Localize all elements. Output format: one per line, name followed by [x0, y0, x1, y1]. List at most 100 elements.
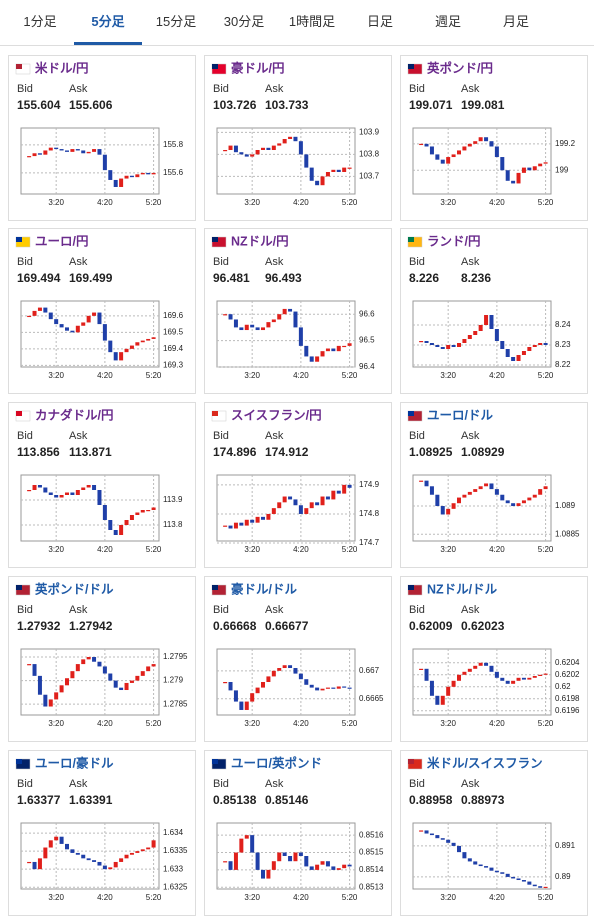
bid-value: 0.62009	[409, 619, 453, 633]
candle	[124, 175, 129, 179]
tab[interactable]: 1時間足	[288, 14, 336, 29]
candle	[27, 490, 32, 492]
candle	[102, 324, 107, 341]
candle	[233, 319, 238, 328]
rate-card[interactable]: 米ドル/スイスフラン Bid Ask 0.88958 0.88973 0.89 0.891 3…	[400, 750, 588, 916]
candle	[244, 701, 249, 710]
x-tick-label: 4:20	[97, 893, 113, 902]
y-tick-label: 1.089	[555, 501, 576, 510]
x-tick-label: 3:20	[440, 545, 456, 554]
candle	[228, 682, 233, 691]
candle	[325, 348, 330, 352]
candle	[467, 491, 472, 495]
ask-value: 0.85146	[265, 793, 309, 807]
candle	[140, 510, 145, 513]
pair-name: スイスフラン/円	[231, 408, 322, 422]
rate-card[interactable]: 豪ドル/ドル Bid Ask 0.66668 0.66677 0.6665 0.667 3:2…	[204, 576, 392, 742]
candle	[309, 356, 314, 362]
y-tick-label: 96.6	[359, 309, 375, 318]
candle	[32, 153, 37, 157]
candle	[266, 513, 271, 520]
candle	[228, 145, 233, 150]
candle	[59, 836, 64, 844]
bid-label: Bid	[17, 430, 33, 442]
rate-card[interactable]: 英ポンド/ドル Bid Ask 1.27932 1.27942 1.2785 1.279 1.…	[8, 576, 196, 742]
rate-card[interactable]: ランド/円 Bid Ask 8.226 8.236 8.22 8.23 8.24 3:20 4:2…	[400, 228, 588, 394]
flag-part	[16, 64, 22, 69]
ask-label: Ask	[265, 604, 284, 616]
candle	[271, 861, 276, 870]
x-tick-label: 5:20	[342, 719, 358, 728]
candle	[309, 167, 314, 181]
rate-card[interactable]: カナダドル/円 Bid Ask 113.856 113.871 113.8 113.9 3:2…	[8, 402, 196, 568]
candle	[320, 496, 325, 506]
candle	[309, 502, 314, 509]
y-tick-label: 8.23	[555, 340, 571, 349]
candle	[233, 852, 238, 870]
tab[interactable]: 5分足	[74, 0, 142, 45]
bid-label: Bid	[409, 604, 425, 616]
candle	[48, 492, 53, 495]
candle	[271, 508, 276, 514]
candle	[347, 343, 352, 346]
y-tick-label: 8.22	[555, 360, 571, 369]
candle	[108, 340, 113, 353]
candle	[347, 484, 352, 488]
rate-card[interactable]: ユーロ/英ポンド Bid Ask 0.85138 0.85146 0.8513 0.8514…	[204, 750, 392, 916]
candle	[298, 141, 303, 155]
y-tick-label: 0.6665	[359, 694, 384, 703]
tab[interactable]: 1分足	[23, 14, 57, 29]
candle	[27, 315, 32, 318]
candle	[102, 505, 107, 520]
rate-card[interactable]: NZドル/ドル Bid Ask 0.62009 0.62023 0.6196 0.6198 0…	[400, 576, 588, 742]
rate-card[interactable]: 豪ドル/円 Bid Ask 103.726 103.733 103.7 103.8 103.9…	[204, 55, 392, 221]
candle	[543, 343, 548, 345]
candle	[86, 315, 91, 323]
rate-card[interactable]: 米ドル/円 Bid Ask 155.604 155.606 155.6 155.8 3:20 4…	[8, 55, 196, 221]
y-tick-label: 103.7	[359, 172, 380, 181]
candle	[516, 503, 521, 507]
tab[interactable]: 月足	[502, 14, 529, 29]
pair-name: NZドル/ドル	[427, 582, 498, 596]
candle	[108, 170, 113, 180]
ask-label: Ask	[461, 778, 480, 790]
candle	[37, 485, 42, 488]
tab[interactable]: 15分足	[155, 14, 197, 29]
candle	[320, 176, 325, 186]
rate-card[interactable]: ユーロ/ドル Bid Ask 1.08925 1.08929 1.0885 1.089 3:2…	[400, 402, 588, 568]
rate-card[interactable]: 英ポンド/円 Bid Ask 199.071 199.081 199 199.2 3:20 4:…	[400, 55, 588, 221]
rate-card[interactable]: NZドル/円 Bid Ask 96.481 96.493 96.4 96.5 96.6 3:20…	[204, 228, 392, 394]
rate-card[interactable]: スイスフラン/円 Bid Ask 174.896 174.912 174.7 174.8 17…	[204, 402, 392, 568]
candle	[424, 143, 429, 147]
candle	[277, 143, 282, 146]
candle	[266, 676, 271, 682]
pair-name: ユーロ/円	[35, 234, 88, 248]
tab[interactable]: 日足	[366, 14, 393, 29]
ask-value: 155.606	[69, 98, 113, 112]
rate-card[interactable]: ユーロ/円 Bid Ask 169.494 169.499 169.3 169.4 169.5…	[8, 228, 196, 394]
candle	[228, 314, 233, 320]
bid-label: Bid	[213, 83, 229, 95]
y-tick-label: 0.6196	[555, 706, 580, 715]
candle	[473, 665, 478, 669]
candle	[435, 345, 440, 347]
candle	[489, 665, 494, 672]
tab[interactable]: 30分足	[223, 14, 265, 29]
candle	[266, 147, 271, 150]
y-tick-label: 174.9	[359, 480, 380, 489]
tab[interactable]: 週足	[434, 14, 461, 29]
ask-label: Ask	[461, 83, 480, 95]
candle	[457, 845, 461, 853]
x-tick-label: 5:20	[538, 371, 554, 380]
candle	[65, 678, 69, 686]
candle	[538, 674, 543, 676]
y-tick-label: 1.2785	[163, 699, 188, 708]
candle	[505, 873, 510, 877]
candle	[320, 861, 325, 865]
rate-card[interactable]: ユーロ/豪ドル Bid Ask 1.63377 1.63391 1.6325 1.633 1.…	[8, 750, 196, 916]
